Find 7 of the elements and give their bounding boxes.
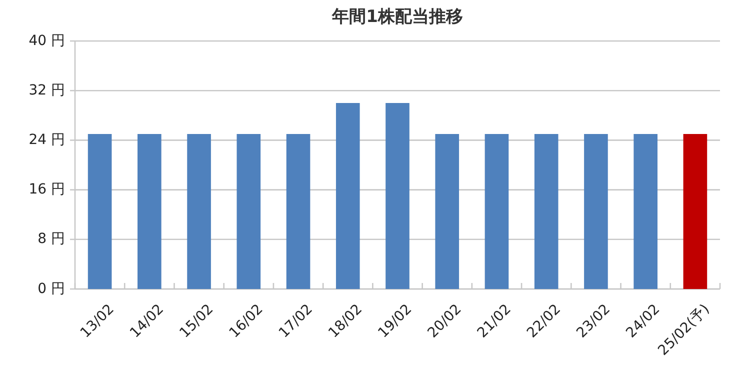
y-tick-label: 24 円 bbox=[28, 132, 65, 148]
y-tick-label: 16 円 bbox=[28, 182, 65, 198]
chart-title: 年間1株配当推移 bbox=[331, 7, 463, 27]
y-tick-label: 32 円 bbox=[28, 82, 65, 98]
y-tick-label: 0 円 bbox=[38, 280, 65, 297]
y-tick-label: 8 円 bbox=[38, 231, 65, 248]
y-tick-label: 40 円 bbox=[28, 32, 65, 49]
